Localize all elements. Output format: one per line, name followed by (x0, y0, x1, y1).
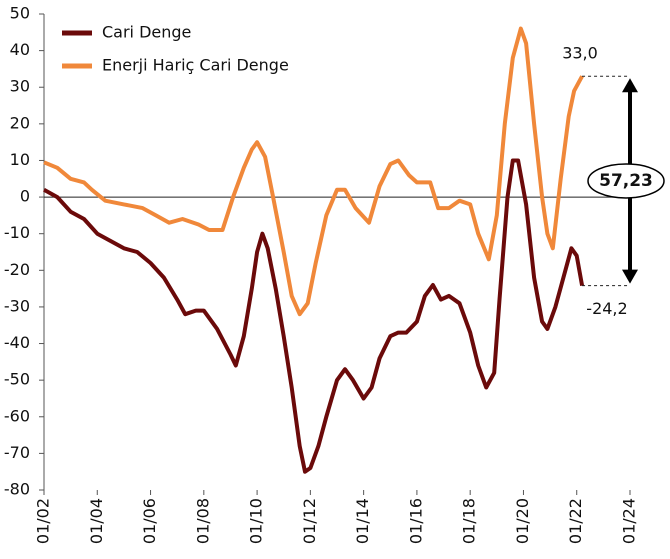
y-tick-label: -70 (4, 443, 30, 462)
x-tick-label: 01/14 (353, 498, 372, 544)
x-tick-label: 01/02 (34, 498, 53, 544)
legend-label: Cari Denge (102, 23, 191, 42)
y-tick-label: 0 (20, 187, 30, 206)
y-tick-label: -20 (4, 260, 30, 279)
x-tick-label: 01/08 (193, 498, 212, 544)
x-tick-label: 01/24 (620, 498, 639, 544)
annotation-label: 33,0 (562, 44, 598, 63)
x-tick-label: 01/16 (406, 498, 425, 544)
y-tick-label: -50 (4, 370, 30, 389)
y-tick-label: -10 (4, 223, 30, 242)
x-tick-label: 01/12 (300, 498, 319, 544)
x-tick-label: 01/20 (513, 498, 532, 544)
legend-label: Enerji Hariç Cari Denge (102, 56, 289, 75)
x-tick-label: 01/06 (140, 498, 159, 544)
x-tick-label: 01/10 (247, 498, 266, 544)
annotation-label: -24,2 (586, 299, 627, 318)
y-tick-label: -40 (4, 333, 30, 352)
y-tick-label: 20 (10, 113, 30, 132)
annotation-label: 57,23 (599, 171, 653, 191)
y-tick-label: -60 (4, 406, 30, 425)
annotation-circle (587, 163, 665, 199)
arrow-head (622, 78, 638, 93)
y-tick-label: 40 (10, 40, 30, 59)
arrow-head (622, 269, 638, 284)
y-tick-label: 50 (10, 4, 30, 23)
x-tick-label: 01/04 (87, 498, 106, 544)
x-tick-label: 01/22 (566, 498, 585, 544)
y-tick-label: 10 (10, 150, 30, 169)
y-tick-label: -80 (4, 480, 30, 499)
y-tick-label: 30 (10, 77, 30, 96)
line (43, 158, 585, 474)
line (43, 26, 584, 317)
y-tick-label: -30 (4, 296, 30, 315)
x-tick-label: 01/18 (460, 498, 479, 544)
